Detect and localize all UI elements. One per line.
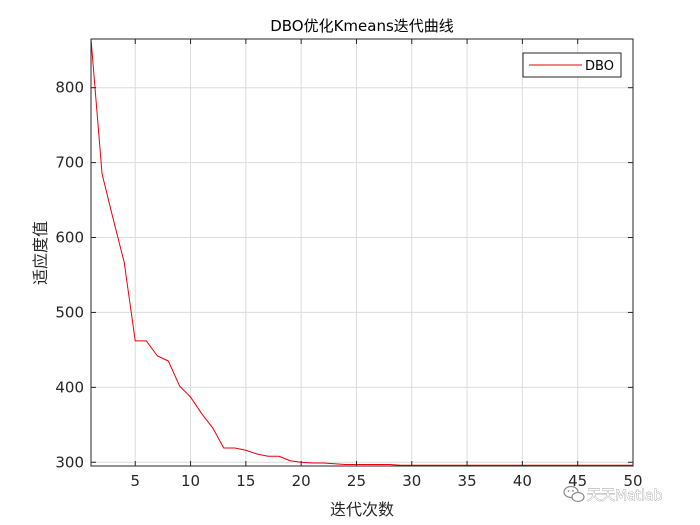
- data-point: [345, 464, 346, 465]
- series-line-dbo: [90, 38, 633, 466]
- data-point: [157, 355, 158, 356]
- y-tick-label: 400: [55, 378, 84, 396]
- x-axis-label: 迭代次数: [330, 500, 394, 519]
- data-point: [290, 460, 291, 461]
- watermark: 天天Matlab: [563, 485, 663, 504]
- y-tick-label: 500: [55, 303, 84, 321]
- series-layer: [90, 38, 633, 466]
- wechat-icon: [563, 485, 585, 503]
- data-point: [256, 453, 257, 454]
- data-point: [267, 456, 268, 457]
- x-tick-label: 15: [236, 472, 255, 490]
- data-point: [113, 218, 114, 219]
- data-point: [245, 450, 246, 451]
- legend: DBO: [522, 52, 622, 78]
- x-tick-label: 30: [402, 472, 421, 490]
- data-point: [278, 456, 279, 457]
- data-point: [168, 361, 169, 362]
- y-tick-label: 800: [55, 79, 84, 97]
- data-point: [146, 340, 147, 341]
- data-point: [101, 173, 102, 174]
- x-tick-label: 50: [623, 472, 642, 490]
- data-point: [378, 464, 379, 465]
- data-point: [124, 262, 125, 263]
- x-tick-label: 10: [181, 472, 200, 490]
- x-tick-label: 5: [130, 472, 140, 490]
- data-point: [234, 447, 235, 448]
- data-point: [223, 447, 224, 448]
- watermark-text: 天天Matlab: [587, 488, 663, 504]
- data-point: [212, 427, 213, 428]
- data-point: [312, 462, 313, 463]
- plot-frame: [90, 38, 634, 467]
- ticks: [91, 39, 634, 466]
- y-tick-label: 600: [55, 229, 84, 247]
- data-point: [389, 464, 390, 465]
- y-axis-label: 适应度值: [31, 221, 50, 285]
- data-point: [334, 463, 335, 464]
- plot-background: [91, 39, 633, 466]
- x-tick-label: 25: [347, 472, 366, 490]
- data-point: [190, 396, 191, 397]
- data-point: [135, 340, 136, 341]
- x-tick-label: 45: [568, 472, 587, 490]
- y-tick-label: 700: [55, 154, 84, 172]
- tick-labels: 5 10 15 20 25 30 35 40 45 50 300 400 500 600 700 800: [55, 79, 642, 490]
- legend-label-dbo: DBO: [585, 59, 614, 74]
- data-point: [201, 413, 202, 414]
- y-tick-label: 300: [55, 453, 84, 471]
- chart-title: DBO优化Kmeans迭代曲线: [270, 17, 454, 35]
- data-point: [367, 464, 368, 465]
- data-point: [323, 462, 324, 463]
- x-tick-label: 20: [292, 472, 311, 490]
- data-point: [179, 385, 180, 386]
- x-tick-label: 35: [458, 472, 477, 490]
- x-tick-label: 40: [513, 472, 532, 490]
